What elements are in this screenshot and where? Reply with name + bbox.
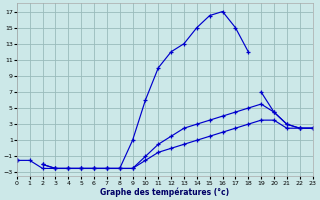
X-axis label: Graphe des températures (°c): Graphe des températures (°c) [100, 187, 229, 197]
